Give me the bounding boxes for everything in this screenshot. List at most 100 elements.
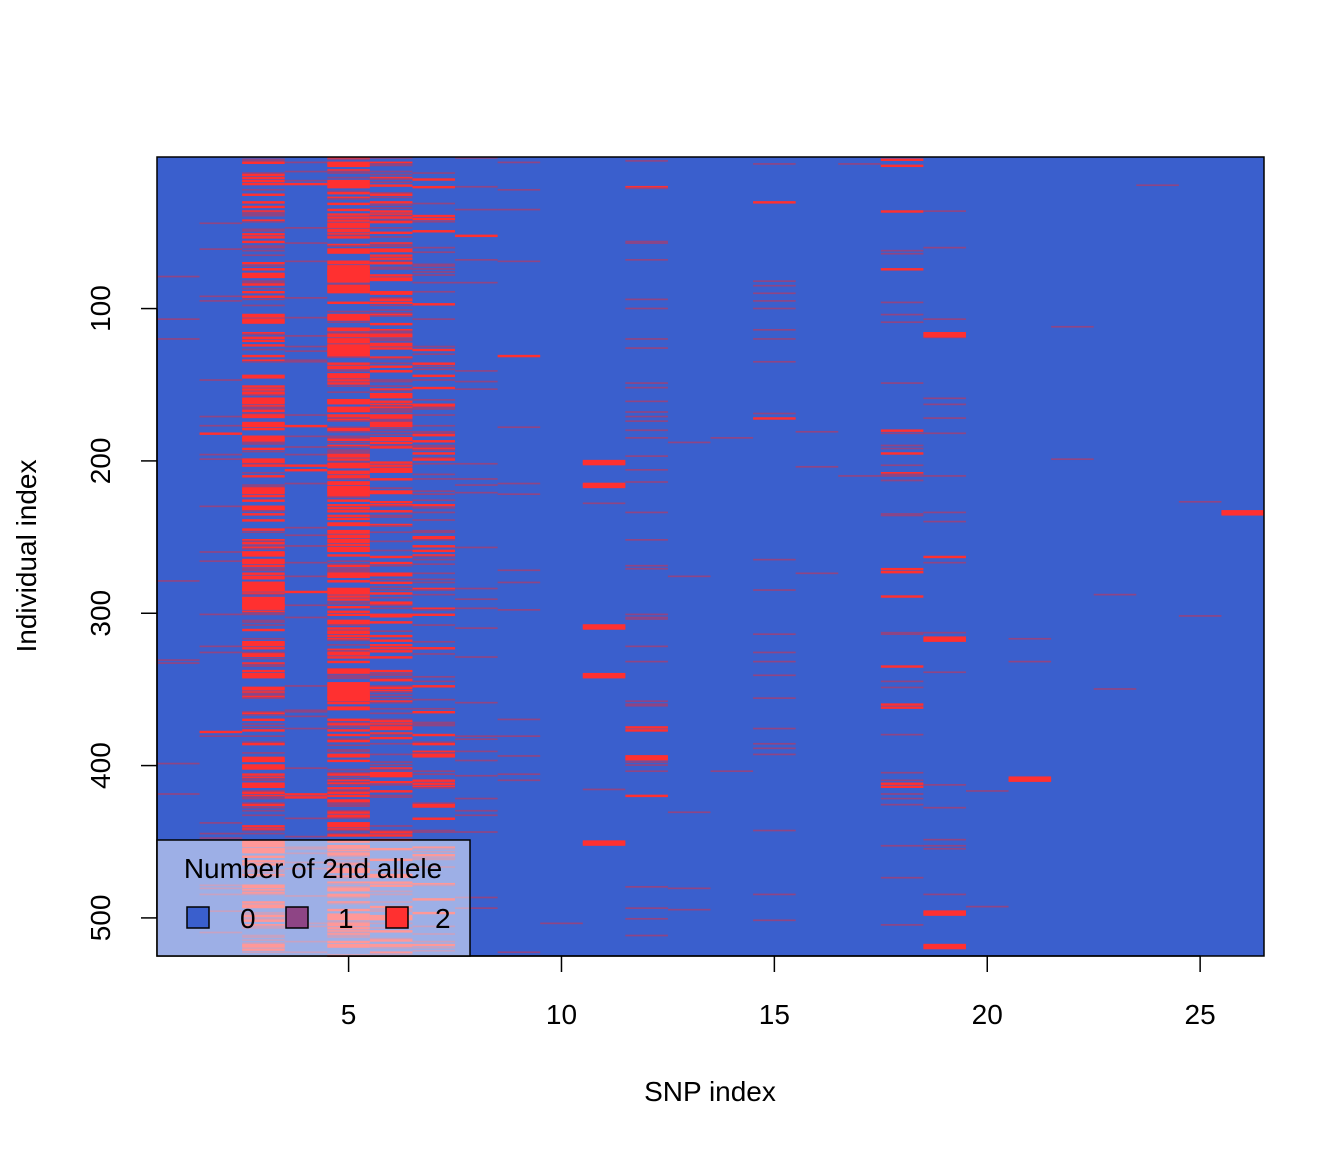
- heatmap-cell: [412, 554, 456, 557]
- heatmap-cell: [327, 465, 370, 469]
- heatmap-cell: [327, 418, 370, 422]
- heatmap-cell: [242, 280, 285, 282]
- heatmap-cell: [369, 639, 413, 642]
- heatmap-cell: [369, 467, 413, 470]
- heatmap-cell: [412, 246, 456, 249]
- heatmap-cell: [327, 630, 370, 633]
- heatmap-cell: [369, 163, 413, 165]
- heatmap-cell: [923, 335, 966, 338]
- heatmap-cell: [412, 490, 456, 492]
- heatmap-cell: [369, 523, 413, 527]
- heatmap-cell: [455, 607, 498, 610]
- heatmap-cell: [369, 278, 413, 282]
- heatmap-cell: [880, 706, 924, 709]
- heatmap-cell: [412, 723, 456, 725]
- heatmap-cell: [369, 161, 413, 165]
- heatmap-cell: [327, 491, 370, 495]
- heatmap-cell: [369, 388, 413, 391]
- heatmap-cell: [242, 767, 285, 770]
- y-tick-label: 100: [85, 285, 116, 332]
- heatmap-cell: [327, 668, 370, 671]
- heatmap-cell: [242, 440, 285, 443]
- heatmap-cell: [923, 943, 966, 947]
- heatmap-cell: [327, 478, 370, 480]
- heatmap-cell: [369, 414, 413, 417]
- heatmap-cell: [923, 671, 966, 674]
- heatmap-cell: [327, 531, 370, 534]
- heatmap-cell: [369, 330, 413, 333]
- heatmap-cell: [369, 586, 413, 588]
- heatmap-cell: [923, 417, 966, 419]
- heatmap-cell: [327, 738, 370, 741]
- heatmap-cell: [242, 784, 285, 787]
- heatmap-cell: [327, 814, 370, 817]
- heatmap-cell: [284, 242, 328, 244]
- heatmap-cell: [880, 210, 924, 213]
- heatmap-cell: [369, 478, 413, 481]
- heatmap-cell: [284, 817, 328, 820]
- heatmap-cell: [242, 158, 285, 161]
- heatmap-cell: [455, 627, 498, 629]
- heatmap-cell: [242, 400, 285, 403]
- heatmap-cell: [965, 905, 1009, 908]
- heatmap-cell: [242, 458, 285, 461]
- heatmap-cell: [242, 424, 285, 428]
- heatmap-cell: [412, 220, 456, 223]
- heatmap-cell: [412, 787, 456, 789]
- heatmap-cell: [369, 697, 413, 699]
- heatmap-cell: [242, 359, 285, 362]
- heatmap-cell: [497, 188, 541, 191]
- heatmap-cell: [753, 292, 796, 295]
- heatmap-cell: [369, 342, 413, 346]
- heatmap-cell: [242, 567, 285, 570]
- heatmap-cell: [369, 549, 413, 552]
- heatmap-cell: [199, 645, 243, 648]
- heatmap-cell: [327, 163, 370, 166]
- heatmap-cell: [242, 272, 285, 276]
- heatmap-cell: [242, 394, 285, 397]
- heatmap-cell: [369, 430, 413, 433]
- heatmap-cell: [327, 429, 370, 432]
- heatmap-cell: [369, 427, 413, 430]
- heatmap-cell: [242, 640, 285, 644]
- heatmap-cell: [327, 198, 370, 200]
- heatmap-cell: [497, 581, 541, 584]
- heatmap-cell: [497, 161, 541, 164]
- heatmap-cell: [242, 438, 285, 441]
- heatmap-cell: [284, 468, 328, 472]
- heatmap-cell: [369, 394, 413, 397]
- heatmap-cell: [369, 313, 413, 317]
- heatmap-cell: [242, 348, 285, 351]
- heatmap-cell: [327, 503, 370, 507]
- heatmap-cell: [327, 832, 370, 835]
- heatmap-cell: [369, 677, 413, 680]
- heatmap-cell: [412, 752, 456, 754]
- heatmap-cell: [242, 697, 285, 699]
- heatmap-cell: [284, 482, 328, 485]
- heatmap-cell: [327, 677, 370, 680]
- heatmap-cell: [880, 514, 924, 517]
- heatmap-cell: [242, 596, 285, 600]
- heatmap-cell: [284, 424, 328, 428]
- heatmap-cell: [327, 539, 370, 542]
- heatmap-cell: [753, 742, 796, 745]
- heatmap-cell: [369, 408, 413, 410]
- heatmap-cell: [242, 561, 285, 565]
- heatmap-cell: [625, 770, 668, 772]
- heatmap-cell: [327, 686, 370, 690]
- heatmap-cell: [242, 758, 285, 761]
- heatmap-cell: [412, 537, 456, 540]
- y-axis-label: Individual index: [11, 459, 42, 652]
- heatmap-cell: [242, 319, 285, 323]
- heatmap-cell: [369, 650, 413, 653]
- heatmap-cell: [327, 181, 370, 184]
- heatmap-cell: [242, 825, 285, 828]
- legend-swatch-0: [186, 906, 210, 929]
- heatmap-cell: [412, 647, 456, 650]
- heatmap-cell: [369, 701, 413, 704]
- heatmap-cell: [625, 420, 668, 422]
- heatmap-cell: [497, 718, 541, 721]
- heatmap-cell: [327, 590, 370, 594]
- heatmap-cell: [242, 354, 285, 358]
